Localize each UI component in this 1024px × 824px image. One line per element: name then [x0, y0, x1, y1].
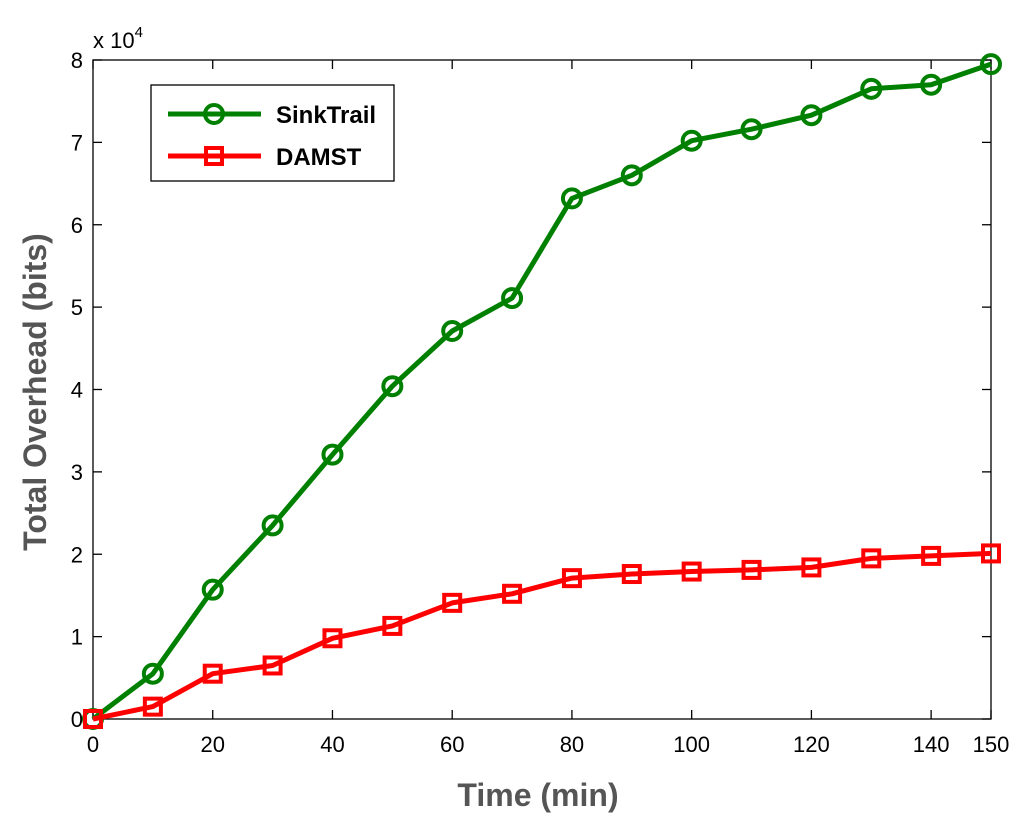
data-point-sinktrail [201, 578, 224, 601]
y-tick-label: 1 [71, 625, 83, 650]
y-tick-label: 0 [71, 707, 83, 732]
legend-box [150, 84, 395, 182]
x-axis-title: Time (min) [457, 777, 618, 813]
data-point-damst [202, 663, 223, 684]
data-point-sinktrail [620, 164, 643, 187]
data-point-sinktrail [920, 73, 943, 96]
x-tick-label: 80 [560, 732, 584, 757]
y-tick-label: 3 [71, 460, 83, 485]
data-point-damst [502, 583, 523, 604]
data-point-sinktrail [800, 104, 823, 127]
x-tick-label: 40 [320, 732, 344, 757]
series-layer [82, 53, 1002, 730]
data-point-damst [322, 628, 343, 649]
data-point-damst [981, 543, 1001, 564]
y-tick-label: 4 [71, 378, 83, 403]
y-axis-title: Total Overhead (bits) [17, 233, 53, 551]
data-point-sinktrail [321, 443, 344, 466]
data-point-sinktrail [980, 53, 1002, 76]
legend-marker-sinktrail [203, 103, 225, 125]
data-point-damst [921, 545, 942, 566]
legend-marker-damst [204, 146, 224, 166]
x-tick-label: 60 [440, 732, 464, 757]
y-tick-labels: 0 1 2 3 4 5 6 7 8 [71, 48, 83, 732]
data-point-damst [382, 615, 403, 636]
data-point-sinktrail [860, 77, 883, 100]
data-point-damst [861, 548, 882, 569]
data-point-sinktrail [501, 287, 524, 310]
data-point-sinktrail [141, 662, 164, 685]
y-multiplier-base: x 10 [93, 28, 135, 53]
data-point-damst [741, 559, 762, 580]
y-tick-label: 5 [71, 295, 83, 320]
y-tick-label: 8 [71, 48, 83, 73]
data-point-damst [621, 564, 642, 585]
y-tick-label: 6 [71, 213, 83, 238]
data-point-sinktrail [261, 514, 284, 537]
data-point-sinktrail [740, 118, 763, 141]
data-point-damst [442, 592, 463, 613]
x-tick-label: 120 [793, 732, 830, 757]
legend: SinkTrail DAMST [150, 84, 395, 182]
data-point-damst [142, 696, 163, 717]
x-tick-labels: 0 20 40 60 80 100 120 140 150 [87, 732, 1009, 757]
data-point-sinktrail [680, 129, 703, 152]
series-line-sinktrail [91, 61, 992, 721]
data-point-damst [83, 709, 103, 729]
legend-label-sinktrail: SinkTrail [276, 102, 376, 129]
x-tick-label: 100 [673, 732, 710, 757]
y-multiplier: x 104 [93, 24, 143, 53]
legend-label-damst: DAMST [276, 144, 362, 171]
x-tick-label: 0 [87, 732, 99, 757]
data-point-damst [801, 557, 822, 578]
y-tick-label: 2 [71, 542, 83, 567]
x-tick-label: 140 [913, 732, 950, 757]
y-multiplier-exponent: 4 [135, 24, 143, 41]
data-point-sinktrail [441, 320, 464, 343]
x-tick-label: 150 [973, 732, 1010, 757]
data-point-sinktrail [381, 375, 404, 398]
x-tick-label: 20 [200, 732, 224, 757]
data-point-sinktrail [560, 187, 583, 210]
data-point-damst [681, 561, 702, 582]
y-tick-label: 7 [71, 130, 83, 155]
data-point-damst [561, 568, 582, 589]
data-point-damst [262, 655, 283, 676]
series-line-damst [92, 550, 992, 722]
